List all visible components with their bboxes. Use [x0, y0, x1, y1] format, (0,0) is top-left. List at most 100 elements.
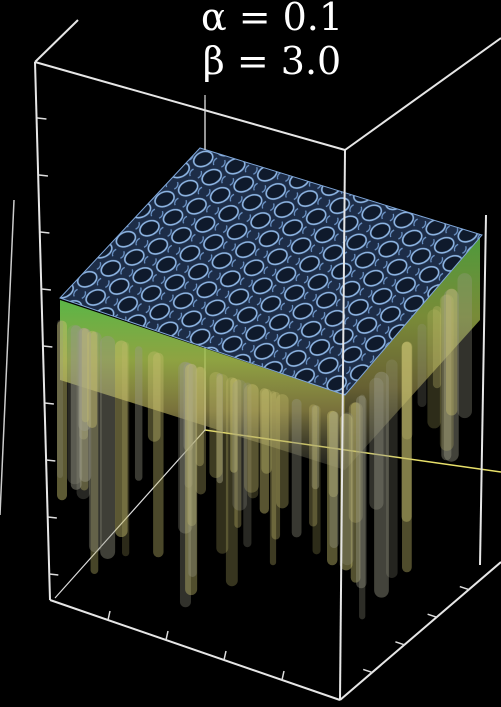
tick — [395, 641, 405, 646]
drip — [67, 324, 83, 485]
tick — [38, 174, 49, 177]
drip — [87, 330, 97, 429]
drip — [70, 325, 82, 490]
drip — [78, 328, 91, 431]
drip — [271, 391, 281, 540]
box-front — [34, 37, 501, 701]
drip — [441, 294, 452, 461]
drip — [179, 361, 191, 608]
side-axis — [0, 199, 15, 516]
drip — [350, 402, 361, 583]
drip — [417, 323, 427, 408]
tick — [40, 231, 50, 234]
tick — [37, 117, 47, 120]
drip — [359, 394, 366, 620]
drip — [291, 398, 302, 538]
drip — [184, 362, 193, 488]
box-edge — [54, 429, 206, 599]
box-edge — [34, 19, 79, 63]
ticks — [37, 117, 470, 681]
tick — [427, 613, 437, 618]
tick — [49, 573, 59, 576]
drip — [443, 289, 459, 462]
drip — [311, 405, 320, 490]
drip — [259, 388, 269, 514]
tick — [46, 459, 56, 462]
drip — [244, 383, 259, 493]
volume-right — [345, 235, 480, 470]
drip — [185, 363, 198, 596]
drip — [369, 377, 384, 510]
box-edge — [344, 37, 501, 151]
drip — [309, 404, 318, 527]
drip — [276, 394, 289, 509]
drip — [234, 379, 242, 528]
drip — [153, 352, 164, 558]
tick — [281, 670, 285, 681]
drip — [329, 411, 339, 549]
drip — [326, 410, 338, 566]
drip — [328, 411, 339, 498]
tick — [47, 516, 57, 519]
drip — [232, 379, 247, 511]
volume — [57, 235, 480, 620]
drip — [57, 320, 64, 478]
box-edge — [339, 561, 501, 701]
drip — [147, 351, 161, 442]
drip — [446, 288, 458, 416]
drip — [247, 384, 259, 499]
drip — [341, 412, 354, 566]
beta-label: β = 3.0 — [203, 39, 341, 83]
drip — [88, 331, 102, 553]
drip — [134, 346, 143, 481]
box-edge — [34, 61, 51, 601]
tick — [459, 585, 470, 591]
drip — [100, 335, 116, 559]
drip — [81, 328, 90, 423]
drip — [57, 320, 67, 501]
drip — [261, 388, 272, 474]
drip — [79, 328, 92, 482]
tick — [362, 668, 373, 674]
drip — [115, 340, 128, 538]
drip — [348, 402, 363, 523]
drip — [243, 382, 252, 548]
drip — [209, 371, 223, 479]
drip — [188, 364, 197, 577]
drip — [225, 377, 238, 587]
drip — [178, 361, 193, 534]
box-edge — [339, 149, 346, 701]
drip — [216, 373, 223, 484]
drip — [401, 341, 413, 440]
tick — [41, 288, 51, 291]
drip — [80, 328, 89, 491]
drip — [312, 405, 321, 555]
drip — [427, 309, 441, 429]
tick — [43, 345, 53, 348]
drip — [402, 341, 412, 573]
drip — [355, 395, 367, 589]
drip — [230, 377, 238, 473]
tick — [165, 630, 169, 641]
drip — [216, 374, 229, 554]
tick — [44, 402, 54, 405]
box-edge — [49, 599, 341, 701]
drip — [374, 371, 389, 598]
alpha-label: α = 0.1 — [201, 0, 343, 39]
drip — [432, 305, 442, 389]
box-edge — [34, 61, 346, 151]
drip — [183, 362, 194, 451]
drip — [79, 327, 88, 440]
drip — [386, 359, 398, 578]
drip — [269, 391, 277, 566]
box-edge — [479, 214, 487, 566]
tick — [223, 650, 227, 661]
drip — [187, 363, 197, 527]
drip — [76, 327, 91, 500]
drip — [122, 341, 130, 557]
tick — [107, 610, 111, 621]
volume-top — [59, 147, 483, 396]
drip — [90, 331, 99, 574]
